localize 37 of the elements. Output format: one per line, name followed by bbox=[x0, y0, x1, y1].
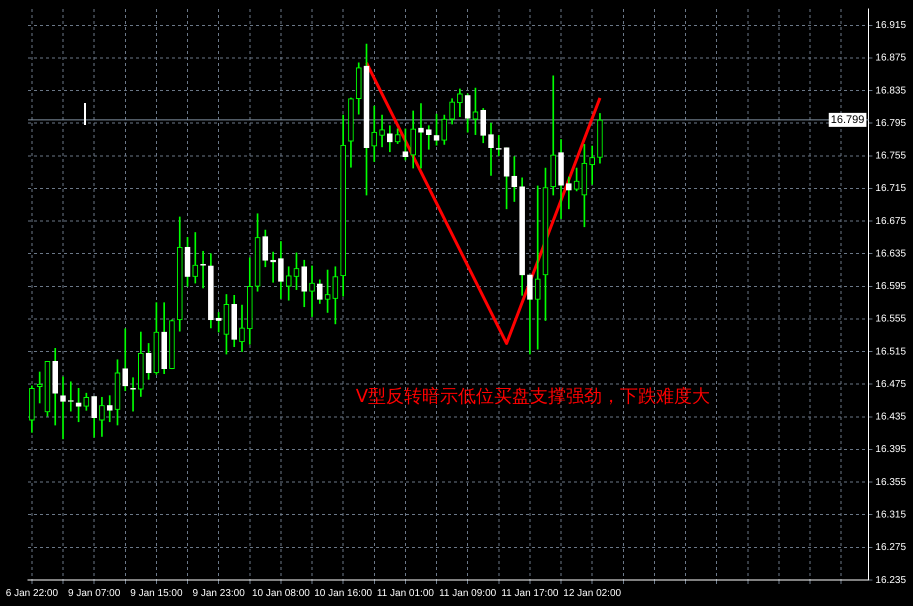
y-tick-label: 16.355 bbox=[875, 476, 906, 488]
x-tick-label: 9 Jan 07:00 bbox=[68, 588, 121, 599]
y-tick-label: 16.915 bbox=[875, 20, 906, 32]
candlestick bbox=[379, 114, 385, 148]
y-tick-label: 16.715 bbox=[875, 183, 906, 194]
ref-line-label: 16.799 bbox=[830, 114, 864, 126]
x-tick-label: 6 Jan 22:00 bbox=[6, 588, 58, 599]
y-tick-label: 16.875 bbox=[875, 52, 906, 64]
y-tick-label: 16.475 bbox=[875, 378, 906, 390]
x-tick-label: 9 Jan 15:00 bbox=[130, 588, 183, 599]
y-tick-label: 16.795 bbox=[875, 118, 906, 129]
y-tick-label: 16.515 bbox=[875, 346, 906, 358]
x-tick-label: 11 Jan 01:00 bbox=[376, 588, 434, 599]
x-tick-label: 10 Jan 16:00 bbox=[314, 588, 373, 599]
candlestick bbox=[472, 88, 478, 135]
candlestick bbox=[309, 266, 315, 317]
y-tick-label: 16.235 bbox=[875, 574, 906, 586]
y-tick-label: 16.395 bbox=[875, 444, 906, 456]
y-tick-label: 16.595 bbox=[875, 281, 906, 292]
y-tick-label: 16.555 bbox=[875, 314, 906, 325]
y-tick-label: 16.435 bbox=[875, 412, 906, 423]
x-tick-label: 11 Jan 17:00 bbox=[501, 588, 559, 599]
candlestick bbox=[434, 114, 440, 146]
y-tick-label: 16.635 bbox=[875, 248, 906, 260]
x-tick-label: 12 Jan 02:00 bbox=[563, 588, 622, 599]
x-tick-label: 9 Jan 23:00 bbox=[192, 588, 246, 599]
y-tick-label: 16.675 bbox=[875, 216, 906, 227]
y-tick-label: 16.275 bbox=[875, 542, 906, 554]
candlestick bbox=[60, 376, 66, 440]
y-tick-label: 16.755 bbox=[875, 150, 906, 162]
annotation: V型反转暗示低位买盘支撑强劲，下跌难度大 bbox=[356, 386, 710, 407]
candlestick bbox=[418, 103, 424, 168]
y-tick-label: 16.315 bbox=[875, 509, 906, 520]
x-tick-label: 10 Jan 08:00 bbox=[252, 588, 310, 599]
candlestick bbox=[294, 252, 300, 290]
y-tick-label: 16.835 bbox=[875, 85, 906, 96]
x-tick-label: 11 Jan 09:00 bbox=[439, 588, 497, 599]
